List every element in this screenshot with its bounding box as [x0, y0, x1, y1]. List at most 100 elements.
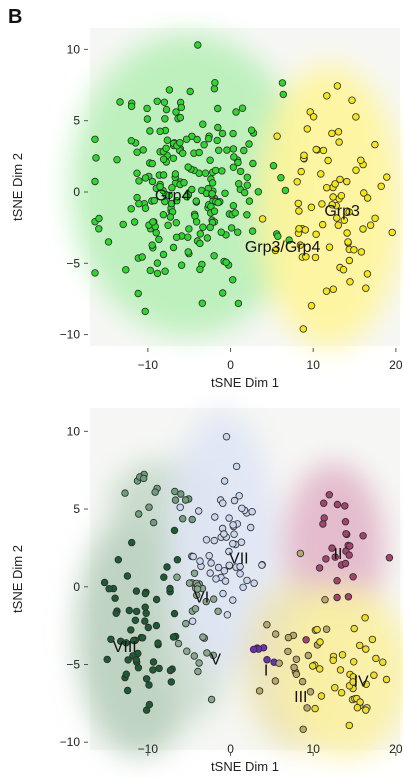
data-point: [196, 239, 204, 248]
data-point: [173, 573, 181, 581]
data-point: [114, 555, 122, 564]
data-point: [317, 170, 325, 178]
data-point: [309, 113, 318, 121]
data-point: [210, 84, 219, 93]
data-point: [227, 224, 236, 232]
data-point: [334, 221, 342, 229]
cluster-label: Grp3: [324, 203, 360, 220]
data-point: [263, 620, 271, 629]
data-point: [105, 584, 113, 593]
data-point: [290, 663, 298, 672]
data-point: [345, 551, 353, 559]
data-point: [328, 129, 336, 138]
data-point: [229, 596, 237, 604]
data-point: [193, 135, 201, 144]
data-point: [166, 584, 174, 593]
data-point: [159, 171, 168, 179]
data-point: [206, 223, 214, 232]
data-point: [349, 678, 357, 686]
data-point: [273, 132, 281, 140]
data-point: [319, 220, 327, 229]
data-point: [296, 241, 305, 249]
data-point: [243, 173, 251, 181]
data-point: [188, 515, 196, 524]
data-point: [274, 232, 282, 240]
data-point: [345, 208, 353, 216]
data-point: [303, 125, 311, 133]
data-point: [152, 621, 161, 630]
data-point: [325, 491, 333, 499]
data-point: [302, 253, 310, 261]
data-point: [209, 595, 218, 603]
data-point: [352, 113, 360, 121]
data-point: [319, 146, 328, 155]
data-point: [303, 704, 311, 712]
data-point: [182, 135, 191, 143]
data-point: [132, 587, 141, 595]
data-point: [275, 659, 283, 667]
data-point: [229, 163, 238, 171]
data-point: [240, 146, 248, 155]
data-point: [350, 624, 358, 633]
data-point: [149, 658, 158, 666]
data-point: [316, 638, 324, 646]
data-point: [188, 617, 197, 625]
data-point: [220, 530, 228, 538]
data-point: [129, 636, 138, 645]
data-point: [345, 721, 353, 730]
data-point: [211, 166, 220, 175]
data-point: [211, 78, 219, 87]
data-point: [233, 228, 242, 236]
data-point: [132, 607, 141, 616]
data-point: [207, 559, 215, 567]
data-point: [247, 126, 256, 134]
data-point: [155, 235, 163, 244]
y-tick-label: −5: [66, 658, 80, 672]
cluster-label: II: [334, 546, 343, 563]
data-point: [230, 530, 238, 538]
data-point: [231, 209, 239, 217]
data-point: [292, 655, 301, 663]
data-point: [388, 228, 396, 237]
cluster-label: III: [294, 689, 307, 706]
data-point: [150, 196, 158, 205]
data-point: [138, 253, 146, 261]
data-point: [142, 609, 150, 617]
data-point: [331, 180, 339, 188]
data-point: [368, 635, 377, 644]
data-point: [121, 489, 129, 497]
data-point: [104, 238, 113, 246]
data-point: [240, 188, 249, 197]
data-point: [168, 183, 176, 192]
data-point: [127, 205, 135, 213]
data-point: [284, 633, 293, 642]
data-point: [149, 666, 157, 674]
data-point: [194, 667, 202, 676]
data-point: [208, 190, 216, 198]
data-point: [234, 179, 243, 188]
y-tick-label: −10: [60, 735, 81, 749]
data-point: [199, 223, 207, 231]
data-point: [294, 199, 302, 208]
data-point: [133, 169, 141, 177]
cluster-label: Grp3/Grp4: [245, 239, 321, 256]
data-point: [113, 155, 121, 164]
data-point: [100, 578, 109, 587]
data-point: [316, 665, 324, 673]
data-point: [123, 572, 132, 580]
data-point: [300, 151, 308, 159]
data-point: [359, 225, 367, 233]
data-point: [236, 570, 244, 578]
data-point: [190, 652, 198, 660]
data-point: [263, 656, 271, 664]
y-tick-label: 5: [73, 114, 80, 128]
panel-letter: B: [8, 6, 23, 28]
data-point: [156, 127, 164, 135]
x-tick-label: 10: [307, 358, 321, 372]
y-tick-label: −10: [60, 328, 81, 342]
data-point: [371, 140, 379, 149]
data-point: [329, 285, 337, 293]
data-point: [362, 680, 370, 688]
x-tick-label: 0: [227, 742, 234, 756]
data-point: [372, 654, 380, 663]
